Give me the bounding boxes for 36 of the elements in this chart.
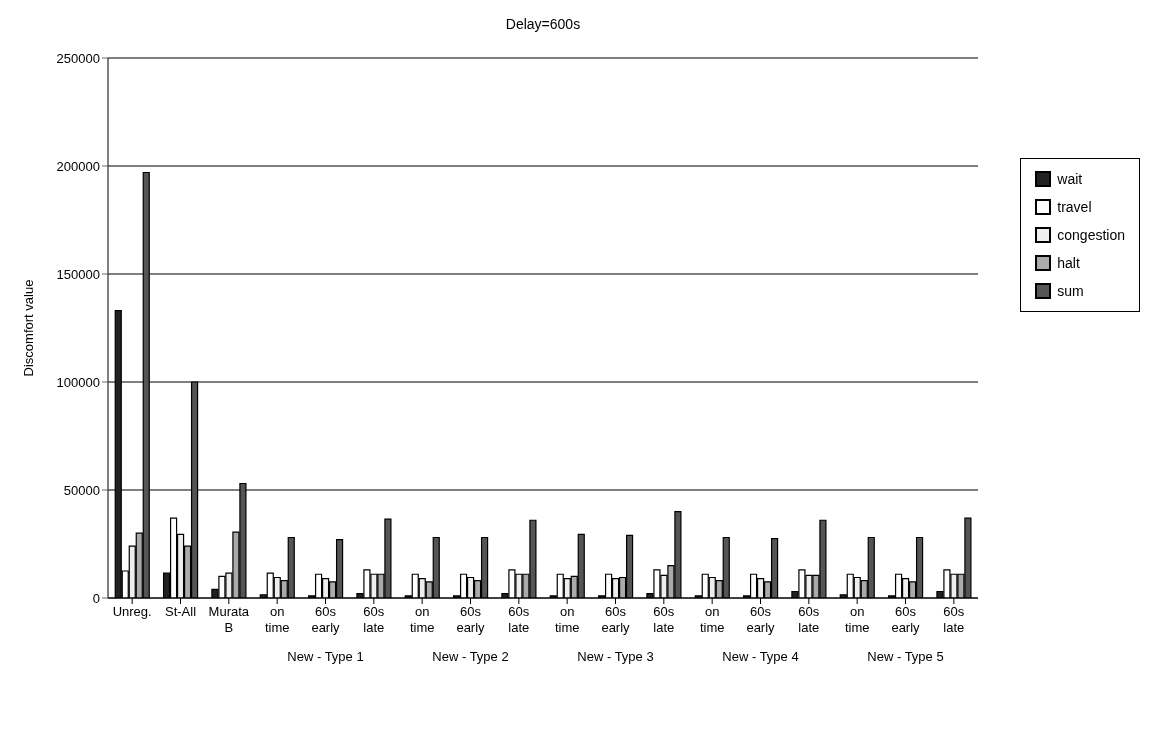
chart-title: Delay=600s — [504, 16, 582, 32]
text: New - Type 4 — [722, 649, 799, 664]
y-tick-label: 250000 — [56, 50, 100, 66]
text: New - Type 5 — [867, 649, 944, 664]
x-tick-label: Unreg. — [112, 604, 152, 619]
x-tick-label: 60s early — [891, 604, 921, 635]
x-tick-label: 60s early — [311, 604, 341, 635]
x-tick-label: 60s late — [798, 604, 820, 635]
x-tick-label: 60s late — [943, 604, 965, 635]
legend-label: travel — [1057, 198, 1092, 217]
y-tick-label: 100000 — [56, 374, 100, 390]
legend-label: halt — [1057, 254, 1080, 273]
y-tick-label: 150000 — [56, 266, 100, 282]
x-tick-label: on time — [554, 604, 580, 635]
x-tick-label: on time — [699, 604, 725, 635]
x-tick-label: on time — [844, 604, 870, 635]
y-tick-label: 0 — [92, 590, 100, 606]
text: New - Type 2 — [432, 649, 509, 664]
y-tick-label: 50000 — [63, 482, 100, 498]
x-tick-label: 60s early — [456, 604, 486, 635]
x-tick-label: on time — [409, 604, 435, 635]
x-tick-label: St-All — [164, 604, 197, 619]
legend-label: congestion — [1057, 226, 1125, 245]
x-tick-label: 60s early — [601, 604, 631, 635]
y-tick-label: 200000 — [56, 158, 100, 174]
x-tick-label: 60s late — [653, 604, 675, 635]
x-tick-label: 60s early — [746, 604, 776, 635]
x-tick-label: 60s late — [363, 604, 385, 635]
text: New - Type 1 — [287, 649, 364, 664]
x-tick-label: on time — [264, 604, 290, 635]
legend-label: wait — [1057, 170, 1083, 189]
legend-label: sum — [1057, 282, 1084, 301]
x-tick-label: 60s late — [508, 604, 530, 635]
text: New - Type 3 — [577, 649, 654, 664]
y-axis-title: Discomfort value — [20, 279, 36, 377]
x-tick-label: Murata B — [208, 604, 250, 635]
